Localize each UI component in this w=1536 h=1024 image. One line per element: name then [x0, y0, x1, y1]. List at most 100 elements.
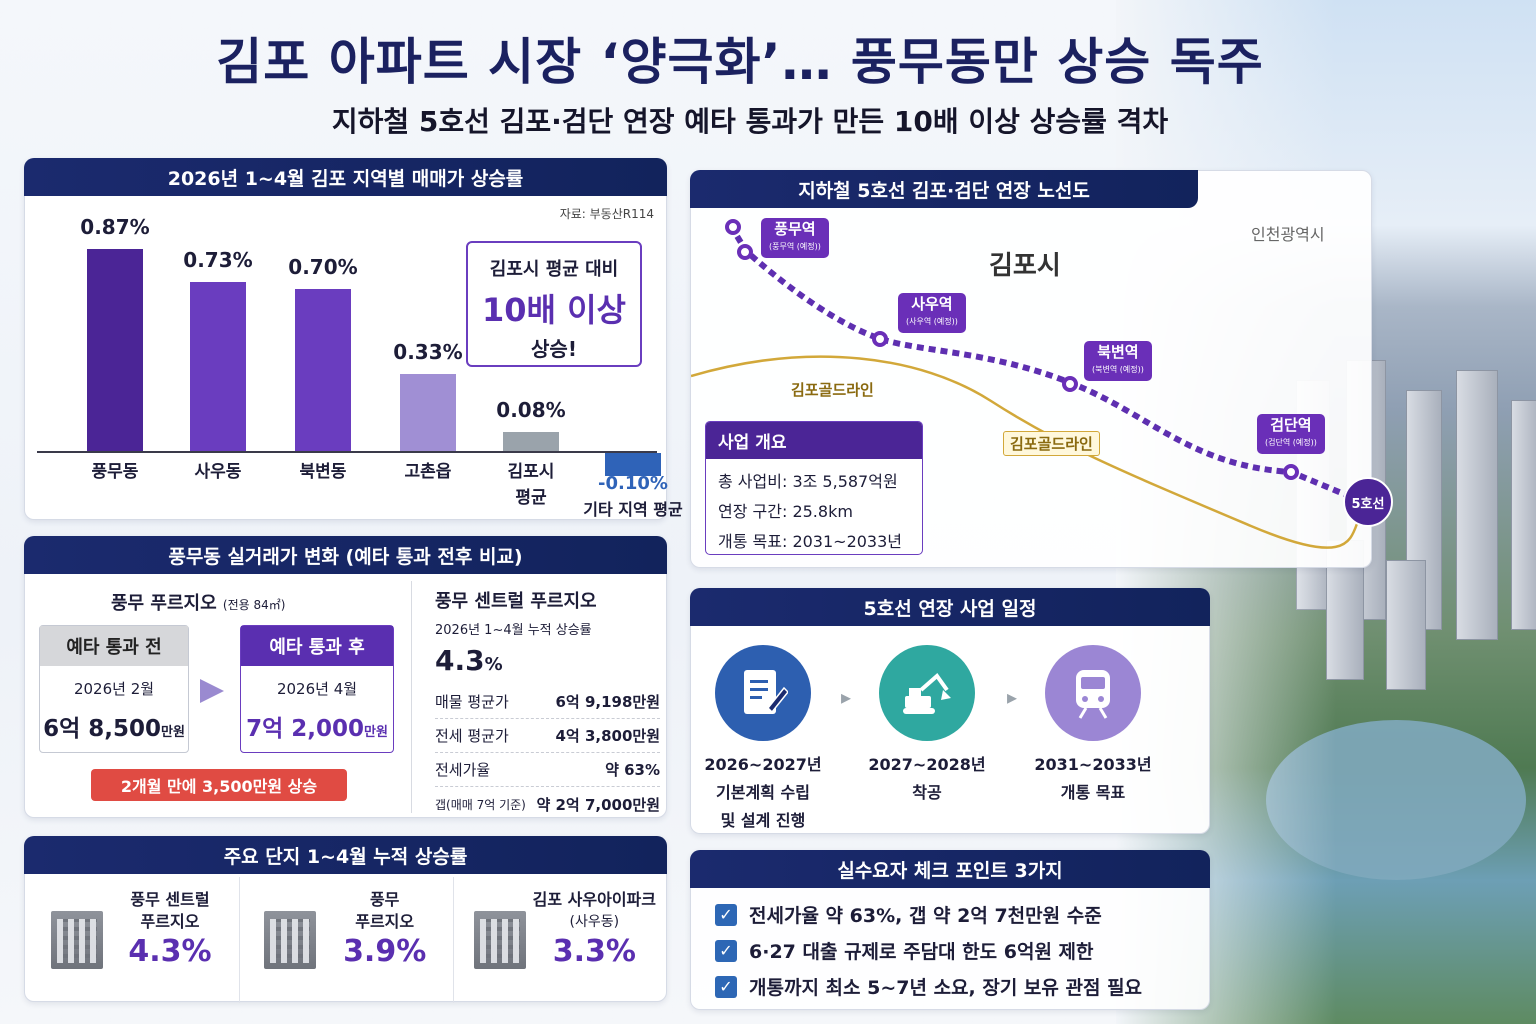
step-desc-2: 및 설계 진행 — [720, 811, 806, 830]
station-label: 사우역 (사우역 (예정)) — [898, 293, 966, 333]
overview-title: 사업 개요 — [706, 422, 922, 459]
complex-rate: 3.9% — [343, 934, 427, 969]
before-label: 예타 통과 전 — [40, 626, 188, 666]
schedule-step: 2031~2033년 개통 목표 — [1023, 751, 1163, 807]
chart-bar — [295, 288, 351, 451]
row-value: 약 2억 7,000만원 — [536, 795, 660, 814]
line5-route — [728, 224, 1358, 502]
chart-category-label: 풍무동 — [91, 462, 139, 482]
station-dot — [872, 331, 888, 347]
chart-baseline — [37, 451, 657, 453]
before-box: 예타 통과 전 2026년 2월 6억 8,500만원 — [39, 625, 189, 753]
chart-value-label: 0.87% — [80, 215, 150, 240]
complex-rate: 3.3% — [552, 934, 636, 969]
building-icon — [263, 911, 316, 969]
row-key: 매물 평균가 — [435, 693, 509, 711]
checkpoint-text: 6·27 대출 규제로 주담대 한도 6억원 제한 — [749, 941, 1094, 963]
info-row: 매물 평균가 6억 9,198만원 — [435, 685, 660, 719]
callout-box: 김포시 평균 대비 10배 이상 상승! — [466, 241, 642, 367]
chart-category-label: 김포시 평균 — [507, 462, 555, 508]
complex-area: (전용 84㎡) — [222, 598, 286, 612]
excavator-icon — [879, 645, 975, 741]
schedule-step: 2027~2028년 착공 — [857, 751, 997, 807]
station-dot — [1283, 464, 1299, 480]
central-rate-unit: % — [484, 654, 503, 675]
after-unit: 만원 — [364, 725, 388, 740]
chart-value-label: 0.08% — [496, 398, 566, 423]
complex-name-2: (사우동) — [569, 914, 620, 930]
document-pen-icon — [715, 645, 811, 741]
complex-title: 풍무 푸르지오 (전용 84㎡) — [111, 589, 285, 615]
step-desc: 개통 목표 — [1060, 783, 1126, 802]
city-label: 김포시 — [989, 251, 1061, 281]
complex-item: 김포 사우아이파크 (사우동) 3.3% — [454, 877, 668, 1003]
complex-rates-panel: 주요 단지 1~4월 누적 상승률 풍무 센트럴 푸르지오 4.3% 풍무 푸르… — [24, 836, 668, 1003]
building-icon — [474, 911, 527, 969]
panel-header: 2026년 1~4월 김포 지역별 매매가 상승률 — [24, 158, 667, 196]
arrow-right-icon — [200, 679, 224, 703]
station-dot — [1062, 376, 1078, 392]
row-value: 4억 3,800만원 — [555, 727, 660, 745]
overview-row: 개통 목표: 2031~2033년 — [718, 532, 903, 551]
building-icon — [51, 911, 103, 969]
goldline-label: 김포골드라인 — [791, 381, 874, 399]
station-label: 북변역 (북변역 (예정)) — [1084, 341, 1152, 381]
before-date: 2026년 2월 — [73, 680, 155, 698]
chart-category-label: 북변동 — [299, 462, 347, 482]
overview-row: 연장 구간: 25.8km — [718, 502, 853, 521]
panel-header: 주요 단지 1~4월 누적 상승률 — [24, 836, 667, 874]
panel-header: 실수요자 체크 포인트 3가지 — [690, 850, 1210, 888]
chart-bar — [605, 453, 661, 477]
after-label: 예타 통과 후 — [241, 626, 393, 666]
callout-line2: 10배 이상 — [482, 291, 626, 329]
row-key: 갭(매매 7억 기준) — [435, 797, 526, 812]
step-period: 2031~2033년 — [1034, 755, 1152, 774]
central-rate: 4.3 — [435, 644, 485, 677]
complex-name: 풍무 푸르지오 — [111, 593, 217, 614]
callout-line3: 상승! — [531, 337, 577, 361]
checkpoint-item: ✓ 6·27 대출 규제로 주담대 한도 6억원 제한 — [715, 937, 1094, 964]
chart-bar — [503, 432, 559, 451]
chart-bar — [87, 249, 143, 451]
chart-value-label: 0.70% — [288, 254, 358, 279]
central-name: 풍무 센트럴 푸르지오 — [435, 591, 597, 612]
info-row: 전세가율 약 63% — [435, 753, 660, 787]
chart-category-label: 사우동 — [194, 462, 242, 482]
schedule-panel: 5호선 연장 사업 일정 ▸ ▸ 2026~2027년 기본계획 수립 및 설계… — [690, 588, 1210, 834]
checkpoint-item: ✓ 전세가율 약 63%, 갭 약 2억 7천만원 수준 — [715, 901, 1102, 928]
panel-header: 5호선 연장 사업 일정 — [690, 588, 1210, 626]
step-desc: 기본계획 수립 — [716, 783, 810, 802]
before-unit: 만원 — [161, 725, 185, 740]
row-key: 전세 평균가 — [435, 727, 509, 745]
schedule-step: 2026~2027년 기본계획 수립 및 설계 진행 — [693, 751, 833, 835]
complex-name: 풍무 센트럴 — [130, 890, 210, 909]
panel-header: 풍무동 실거래가 변화 (예타 통과 전후 비교) — [24, 536, 667, 574]
row-key: 전세가율 — [435, 761, 491, 779]
incheon-label: 인천광역시 — [1251, 225, 1325, 244]
checkbox-icon: ✓ — [715, 939, 737, 962]
change-note: 2개월 만에 3,500만원 상승 — [91, 769, 347, 801]
info-row: 갭(매매 7억 기준) 약 2억 7,000만원 — [435, 787, 660, 821]
checkbox-icon: ✓ — [715, 903, 737, 926]
train-icon — [1045, 645, 1141, 741]
chevron-right-icon: ▸ — [1007, 685, 1018, 709]
overview-row: 총 사업비: 3조 5,587억원 — [718, 472, 898, 491]
page-title: 김포 아파트 시장 ‘양극화’… 풍무동만 상승 독주 — [216, 33, 1264, 91]
row-value: 6억 9,198만원 — [555, 693, 660, 711]
station-dot — [737, 244, 753, 260]
after-box: 예타 통과 후 2026년 4월 7억 2,000만원 — [240, 625, 394, 753]
goldline-label: 김포골드라인 — [1003, 431, 1100, 456]
chart-value-label: 0.73% — [183, 247, 253, 272]
checkpoint-text: 전세가율 약 63%, 갭 약 2억 7천만원 수준 — [749, 905, 1102, 927]
row-value: 약 63% — [605, 761, 660, 779]
checkpoint-item: ✓ 개통까지 최소 5~7년 소요, 장기 보유 관점 필요 — [715, 973, 1142, 1000]
step-period: 2027~2028년 — [868, 755, 986, 774]
step-desc: 착공 — [912, 783, 942, 802]
source-note: 자료: 부동산R114 — [559, 207, 654, 221]
panel-header: 지하철 5호선 김포·검단 연장 노선도 — [690, 170, 1198, 208]
line5-badge: 5호선 — [1343, 477, 1393, 527]
callout-line1: 김포시 평균 대비 — [489, 259, 619, 280]
bar-chart: 0.87% 풍무동 0.73% 사우동 0.70% 북변동 0.33% 고촌읍 0.08% 김포시… — [37, 215, 683, 519]
central-info: 풍무 센트럴 푸르지오 2026년 1~4월 누적 상승률 4.3% 매물 평균… — [435, 587, 660, 814]
chart-value-label: 0.33% — [393, 340, 463, 365]
